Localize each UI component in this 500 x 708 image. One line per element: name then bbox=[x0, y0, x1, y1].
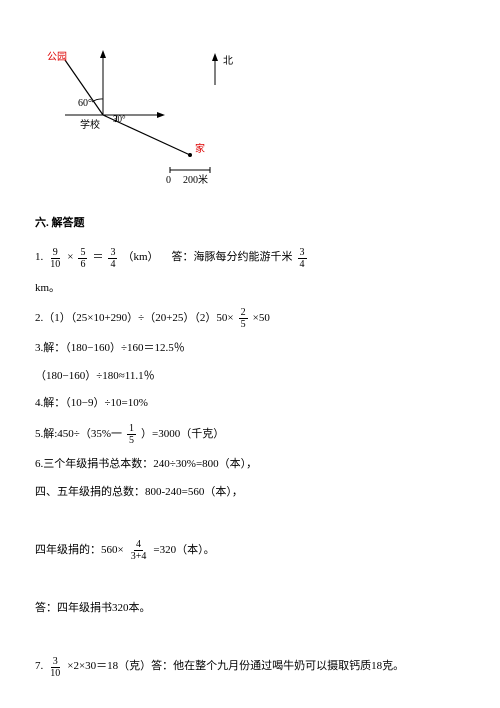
label-north: 北 bbox=[223, 54, 233, 70]
label-angle30: 30° bbox=[113, 112, 126, 126]
q7-line: 7. 310 ×2×30＝18（克）答：他在整个九月份通过喝牛奶可以摄取钙质18… bbox=[35, 656, 465, 679]
q5-line: 5.解:450÷（35%一 15 ）=3000（千克） bbox=[35, 423, 465, 446]
q7-frac: 310 bbox=[48, 656, 62, 679]
geometry-diagram: 公园 北 60° 30° 学校 家 0 200米 bbox=[35, 30, 235, 195]
q1-line2: km。 bbox=[35, 280, 465, 298]
label-home: 家 bbox=[195, 142, 205, 158]
q6c-frac: 43+4 bbox=[129, 539, 149, 562]
q6d-line: 答：四年级捐书320本。 bbox=[35, 600, 465, 618]
q1-frac3: 34 bbox=[108, 247, 117, 270]
q1-line1: 1. 910 × 56 ＝ 34 （km） 答：海豚每分约能游千米 34 bbox=[35, 247, 465, 270]
q1-frac1: 910 bbox=[48, 247, 62, 270]
q2-frac: 25 bbox=[239, 307, 248, 330]
q4-line: 4.解：（10−9）÷10=10% bbox=[35, 395, 465, 413]
label-park: 公园 bbox=[47, 50, 67, 66]
label-scale200: 200米 bbox=[183, 173, 208, 189]
q3a-line: 3.解：（180−160）÷160＝12.5％ bbox=[35, 340, 465, 358]
q3b-line: （180−160）÷180≈11.1％ bbox=[35, 368, 465, 386]
q1-frac2: 56 bbox=[78, 247, 87, 270]
q2-line: 2.（1）（25×10+290）÷（20+25）（2）50× 25 ×50 bbox=[35, 307, 465, 330]
q6a-line: 6.三个年级捐书总本数：240÷30%=800（本）， bbox=[35, 456, 465, 474]
q1-prefix: 1. bbox=[35, 249, 43, 267]
q5-frac: 15 bbox=[127, 423, 136, 446]
diagram-svg bbox=[35, 30, 275, 200]
label-angle60: 60° bbox=[78, 96, 92, 112]
q6c-line: 四年级捐的：560× 43+4 =320（本）。 bbox=[35, 539, 465, 562]
label-school: 学校 bbox=[80, 118, 100, 134]
q1-frac4: 34 bbox=[298, 247, 307, 270]
label-scale0: 0 bbox=[166, 173, 171, 189]
section-title: 六. 解答题 bbox=[35, 215, 465, 233]
q6b-line: 四、五年级捐的总数：800-240=560（本）， bbox=[35, 484, 465, 502]
q1-answer: 答：海豚每分约能游千米 bbox=[172, 249, 293, 267]
